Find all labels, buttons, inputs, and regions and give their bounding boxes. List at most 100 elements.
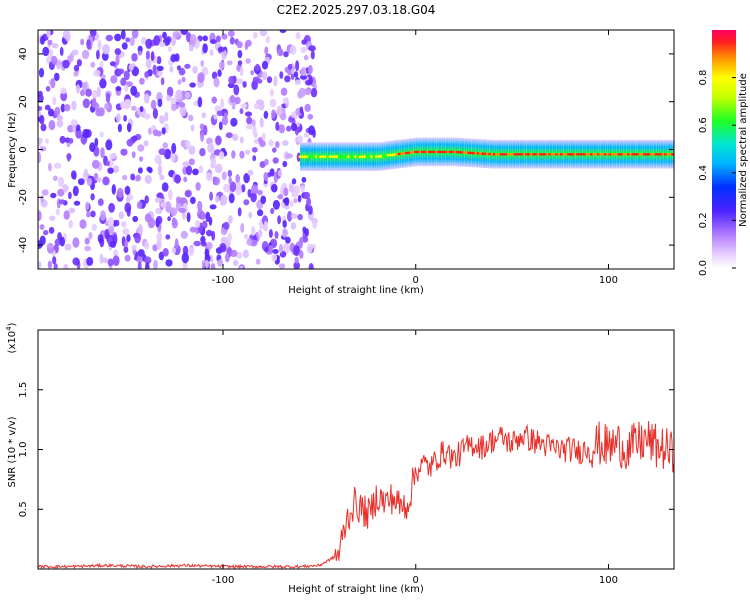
spectrogram-band-peak [365,155,369,158]
spectrogram-noise-cell [269,88,274,97]
spectrogram-noise-cell [269,100,277,108]
spectrogram-noise-cell [263,110,269,119]
spectrogram-noise-cell [168,189,173,201]
spectrogram-noise-cell [42,46,50,57]
spectrogram-noise-cell [205,172,213,182]
spectrogram-noise-cell [73,200,81,206]
snr-panel: -100 0 100 0.5 1.0 1.5 Height of straight li… [5,322,675,595]
spectrogram-noise-cell [199,148,206,157]
spectrogram-noise-cell [156,56,162,65]
spectrogram-noise-cell [70,170,77,180]
spectrogram-noise-cell [189,34,197,45]
spectrogram-noise-cell [111,184,117,195]
spectrogram-noise-cell [282,97,288,104]
spectrogram-noise-cell [96,86,101,98]
spectrogram-noise-cell [104,228,110,240]
spectrogram-noise-cell [156,231,163,243]
spectrogram-x-tick-label: -100 [212,275,235,286]
spectrogram-band-peak [633,153,638,156]
spectrogram-band-peak [603,153,608,156]
spectrogram-noise-cell [239,108,244,115]
spectrogram-noise-cell [144,256,152,265]
spectrogram-noise-cell [102,44,110,55]
spectrogram-band-peak [657,153,661,156]
spectrogram-noise-cell [55,59,62,70]
spectrogram-noise-cell [209,39,217,45]
spectrogram-noise-cell [242,81,247,88]
spectrogram-noise-cell [128,63,134,71]
spectrogram-noise-cell [125,196,131,203]
spectrogram-noise-cell [165,201,172,212]
spectrogram-noise-cell [136,254,144,264]
spectrogram-noise-cell [259,117,264,128]
spectrogram-noise-cell [147,167,153,174]
spectrogram-band-peak [659,153,663,156]
spectrogram-band-peak [670,153,674,156]
spectrogram-noise-cell [295,32,301,40]
spectrogram-noise-cell [178,207,187,214]
spectrogram-noise-cell [297,135,304,143]
spectrogram-noise-cell [88,232,93,240]
spectrogram-band-peak [629,153,633,156]
spectrogram-band-peak [460,151,464,154]
spectrogram-band-peak [617,153,621,156]
spectrogram-band-peak [483,152,487,156]
spectrogram-noise-cell [124,240,129,248]
spectrogram-band-peak [647,153,651,156]
spectrogram-noise-cell [97,39,102,51]
spectrogram-noise-cell [247,188,252,198]
spectrogram-band-peak [414,150,418,154]
spectrogram-band-peak [298,155,302,158]
spectrogram-noise-cell [38,137,43,144]
spectrogram-noise-cell [75,84,81,94]
spectrogram-band-peak [303,155,307,158]
spectrogram-band-peak [536,153,540,156]
snr-multiplier-label: (x104) [5,322,18,353]
spectrogram-noise-cell [188,158,195,166]
spectrogram-noise-cell [165,259,173,267]
spectrogram-band-peak [620,153,624,156]
spectrogram-noise-cell [114,33,122,42]
spectrogram-noise-cell [209,49,214,56]
spectrogram-noise-cell [228,75,235,85]
spectrogram-noise-cell [109,153,117,159]
spectrogram-noise-cell [55,208,60,216]
spectrogram-noise-cell [40,195,44,204]
spectrogram-noise-cell [227,169,233,178]
spectrogram-noise-cell [97,198,104,206]
spectrogram-noise-cell [131,30,139,39]
spectrogram-noise-cell [159,115,165,125]
spectrogram-noise-cell [259,140,266,148]
spectrogram-noise-cell [271,109,276,119]
snr-y-tick-label: 0.5 [18,501,29,517]
spectrogram-noise-cell [131,53,138,62]
spectrogram-band-peak [467,151,471,155]
spectrogram-noise-cell [160,77,165,86]
spectrogram-noise-cell [303,132,310,138]
spectrogram-band-peak [377,155,381,158]
spectrogram-noise-cell [244,149,251,155]
spectrogram-y-tick-label: -40 [18,237,29,253]
spectrogram-noise-cell [206,241,213,250]
spectrogram-noise-cell [293,245,300,257]
spectrogram-noise-cell [251,184,259,194]
spectrogram-band-peak [435,150,439,154]
spectrogram-noise-cell [80,38,85,46]
spectrogram-noise-cell [115,219,120,227]
spectrogram-noise-cell [118,211,125,220]
spectrogram-band-peak [448,150,452,154]
spectrogram-noise-cell [100,147,105,159]
spectrogram-noise-cell [96,177,102,183]
spectrogram-noise-cell [153,259,158,269]
spectrogram-noise-cell [308,205,313,215]
spectrogram-noise-cell [60,87,67,95]
spectrogram-noise-cell [179,197,187,203]
spectrogram-noise-cell [266,76,273,84]
spectrogram-noise-cell [50,192,57,199]
spectrogram-noise-cell [208,216,213,226]
spectrogram-noise-cell [188,44,194,52]
spectrogram-noise-cell [287,64,293,70]
spectrogram-band-peak [601,153,605,156]
spectrogram-noise-cell [298,238,303,249]
spectrogram-band-peak [502,153,506,156]
